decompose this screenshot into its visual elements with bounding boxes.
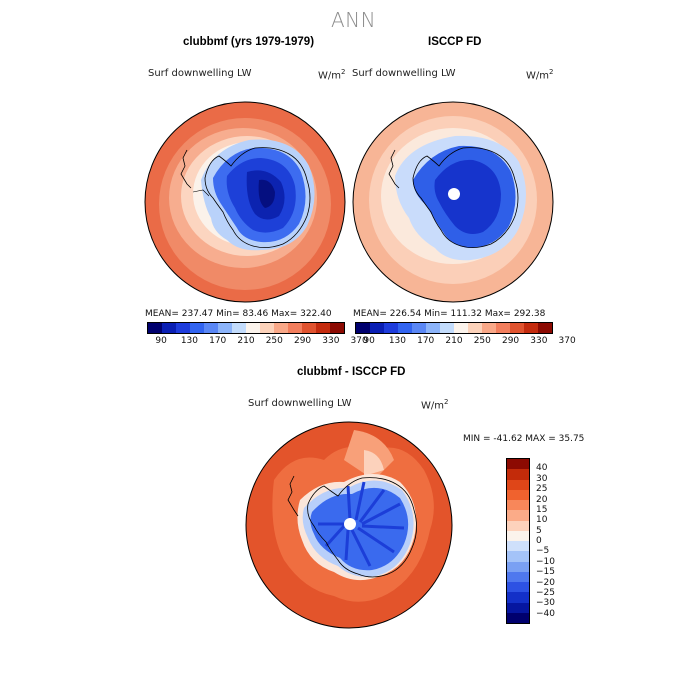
obs-stats: MEAN= 226.54 Min= 111.32 Max= 292.38 [353, 309, 546, 319]
diff-colorbar-tick-label: 15 [536, 504, 548, 515]
diff-colorbar-tick-label: −40 [536, 608, 555, 619]
diff-colorbar-swatch [507, 500, 529, 511]
model-panel-title: clubbmf (yrs 1979-1979) [183, 36, 315, 48]
obs-colorbar-swatch [454, 323, 468, 333]
model-colorbar-swatch [246, 323, 260, 333]
model-colorbar-tick-label: 370 [350, 336, 368, 346]
diff-stats: MIN = -41.62 MAX = 35.75 [463, 434, 585, 444]
diff-colorbar-swatch [507, 479, 529, 490]
obs-colorbar-swatch [482, 323, 496, 333]
model-colorbar-tick-label: 170 [209, 336, 227, 346]
diff-colorbar-swatch [507, 561, 529, 572]
obs-colorbar [355, 322, 553, 334]
diff-colorbar-tick-label: 40 [536, 463, 548, 474]
diff-colorbar-tick-label: −10 [536, 556, 555, 567]
diff-colorbar-swatch [507, 489, 529, 500]
diff-colorbar-swatch [507, 602, 529, 613]
obs-colorbar-swatch [440, 323, 454, 333]
obs-colorbar-swatch [426, 323, 440, 333]
obs-units-label: W/m2 [526, 68, 554, 82]
diff-colorbar-tick-label: −15 [536, 567, 555, 578]
diff-colorbar-tick-label: 30 [536, 473, 548, 484]
diff-colorbar-swatch [507, 520, 529, 531]
diff-colorbar-tick-label: −5 [536, 546, 550, 557]
obs-panel-title: ISCCP FD [428, 36, 482, 48]
diff-polar-map [245, 421, 453, 629]
model-colorbar-tick-label: 290 [293, 336, 312, 346]
model-colorbar-swatch [190, 323, 204, 333]
obs-colorbar-tick-label: 90 [363, 336, 375, 346]
obs-colorbar-swatch [496, 323, 510, 333]
obs-colorbar-swatch [398, 323, 412, 333]
model-colorbar-tick-label: 330 [322, 336, 340, 346]
diff-colorbar-tick-label: 5 [536, 525, 542, 536]
model-colorbar-swatch [162, 323, 176, 333]
obs-colorbar-tick-label: 250 [473, 336, 491, 346]
diff-colorbar-tick-label: −30 [536, 598, 555, 609]
model-colorbar-ticks: 90 130 170 210 250 290 330 370 [147, 336, 367, 348]
model-units-label: W/m2 [318, 68, 346, 82]
obs-pole-hole [448, 188, 460, 200]
diff-colorbar-swatch [507, 551, 529, 562]
obs-colorbar-swatch [510, 323, 524, 333]
model-colorbar-swatch [330, 323, 344, 333]
diff-colorbar-ticks: 40 30 25 20 15 10 5 0 −5 −10 −15 −20 −25 −30 −40 [536, 458, 576, 624]
model-colorbar-swatch [148, 323, 162, 333]
figure-title: ANN [331, 8, 377, 32]
obs-colorbar-swatch [524, 323, 538, 333]
diff-colorbar-swatch [507, 510, 529, 521]
diff-colorbar-swatch [507, 530, 529, 541]
model-colorbar-swatch [274, 323, 288, 333]
model-colorbar-tick-label: 250 [265, 336, 283, 346]
diff-colorbar-tick-label: −25 [536, 587, 555, 598]
model-colorbar-tick-label: 90 [155, 336, 167, 346]
diff-colorbar-swatch [507, 582, 529, 593]
model-colorbar-swatch [218, 323, 232, 333]
model-variable-label: Surf downwelling LW [148, 68, 252, 79]
model-colorbar-tick-label: 130 [180, 336, 199, 346]
diff-colorbar [506, 458, 530, 624]
model-colorbar-swatch [288, 323, 302, 333]
model-polar-map [144, 101, 346, 303]
obs-colorbar-swatch [538, 323, 552, 333]
model-colorbar-swatch [260, 323, 274, 333]
model-stats: MEAN= 237.47 Min= 83.46 Max= 322.40 [145, 309, 332, 319]
model-colorbar-swatch [232, 323, 246, 333]
diff-panel-title: clubbmf - ISCCP FD [297, 366, 406, 378]
obs-colorbar-swatch [412, 323, 426, 333]
obs-colorbar-tick-label: 370 [558, 336, 576, 346]
diff-units-label: W/m2 [421, 398, 449, 412]
obs-colorbar-swatch [468, 323, 482, 333]
obs-polar-map [352, 101, 554, 303]
model-colorbar-swatch [302, 323, 316, 333]
diff-colorbar-tick-label: 0 [536, 536, 542, 546]
obs-colorbar-swatch [370, 323, 384, 333]
diff-colorbar-swatch [507, 459, 529, 470]
model-colorbar-swatch [204, 323, 218, 333]
diff-colorbar-swatch [507, 571, 529, 582]
obs-colorbar-tick-label: 170 [417, 336, 435, 346]
model-colorbar-tick-label: 210 [237, 336, 255, 346]
obs-variable-label: Surf downwelling LW [352, 68, 456, 79]
obs-colorbar-swatch [384, 323, 398, 333]
model-colorbar [147, 322, 345, 334]
diff-pole-hole [344, 518, 356, 530]
diff-variable-label: Surf downwelling LW [248, 398, 352, 409]
obs-colorbar-ticks: 90 130 170 210 250 290 330 370 [355, 336, 575, 348]
diff-colorbar-tick-label: −20 [536, 577, 555, 588]
diff-colorbar-tick-label: 10 [536, 515, 548, 526]
diff-colorbar-tick-label: 25 [536, 484, 548, 495]
obs-colorbar-tick-label: 130 [388, 336, 407, 346]
diff-colorbar-tick-label: 20 [536, 494, 548, 505]
obs-colorbar-tick-label: 290 [501, 336, 520, 346]
diff-colorbar-swatch [507, 592, 529, 603]
obs-colorbar-tick-label: 210 [445, 336, 463, 346]
obs-colorbar-tick-label: 330 [530, 336, 548, 346]
diff-colorbar-swatch [507, 541, 529, 552]
model-colorbar-swatch [176, 323, 190, 333]
diff-colorbar-swatch [507, 612, 529, 623]
diff-colorbar-swatch [507, 469, 529, 480]
model-colorbar-swatch [316, 323, 330, 333]
obs-colorbar-swatch [356, 323, 370, 333]
